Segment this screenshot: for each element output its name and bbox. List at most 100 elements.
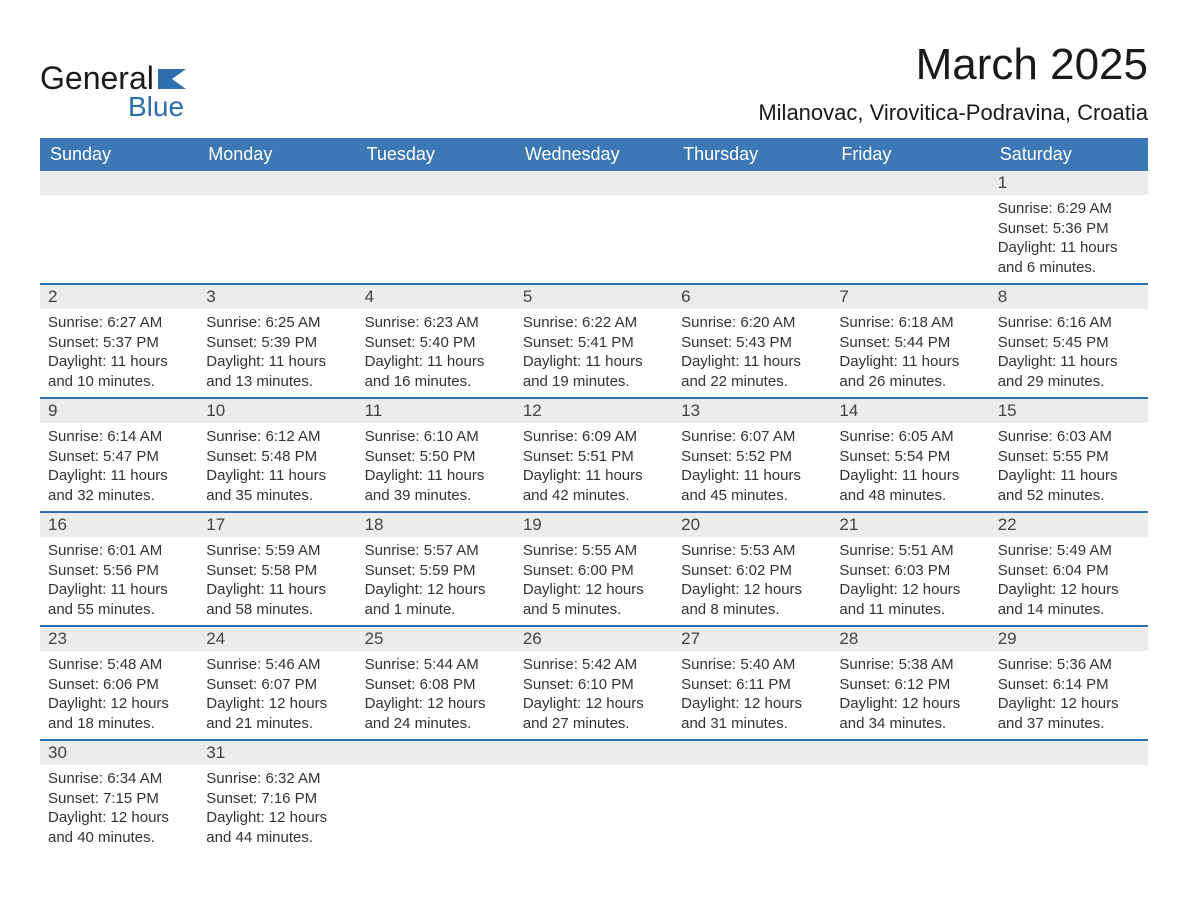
- sunrise-line: Sunrise: 6:01 AM: [48, 541, 190, 561]
- daylight-line: Daylight: 12 hours and 31 minutes.: [681, 694, 823, 733]
- day-cell: 2Sunrise: 6:27 AMSunset: 5:37 PMDaylight…: [40, 285, 198, 397]
- daylight-line: Daylight: 12 hours and 24 minutes.: [365, 694, 507, 733]
- sunset-line: Sunset: 5:40 PM: [365, 333, 507, 353]
- day-body: Sunrise: 6:32 AMSunset: 7:16 PMDaylight:…: [198, 765, 356, 853]
- date-number: 18: [357, 513, 515, 537]
- day-body: Sunrise: 5:46 AMSunset: 6:07 PMDaylight:…: [198, 651, 356, 739]
- sunset-line: Sunset: 5:48 PM: [206, 447, 348, 467]
- day-cell: 7Sunrise: 6:18 AMSunset: 5:44 PMDaylight…: [831, 285, 989, 397]
- location-text: Milanovac, Virovitica-Podravina, Croatia: [758, 100, 1148, 126]
- sunset-line: Sunset: 6:03 PM: [839, 561, 981, 581]
- date-number: [198, 171, 356, 195]
- sunset-line: Sunset: 5:36 PM: [998, 219, 1140, 239]
- sunrise-line: Sunrise: 5:48 AM: [48, 655, 190, 675]
- day-body: Sunrise: 6:23 AMSunset: 5:40 PMDaylight:…: [357, 309, 515, 397]
- daylight-line: Daylight: 12 hours and 44 minutes.: [206, 808, 348, 847]
- day-cell: 24Sunrise: 5:46 AMSunset: 6:07 PMDayligh…: [198, 627, 356, 739]
- date-number: [515, 171, 673, 195]
- day-cell: 10Sunrise: 6:12 AMSunset: 5:48 PMDayligh…: [198, 399, 356, 511]
- daylight-line: Daylight: 11 hours and 39 minutes.: [365, 466, 507, 505]
- sunrise-line: Sunrise: 6:25 AM: [206, 313, 348, 333]
- date-number: 4: [357, 285, 515, 309]
- daylight-line: Daylight: 12 hours and 8 minutes.: [681, 580, 823, 619]
- sunset-line: Sunset: 5:51 PM: [523, 447, 665, 467]
- sunset-line: Sunset: 6:10 PM: [523, 675, 665, 695]
- day-cell: 19Sunrise: 5:55 AMSunset: 6:00 PMDayligh…: [515, 513, 673, 625]
- day-cell: 1Sunrise: 6:29 AMSunset: 5:36 PMDaylight…: [990, 171, 1148, 283]
- sunrise-line: Sunrise: 6:20 AM: [681, 313, 823, 333]
- date-number: [357, 741, 515, 765]
- daylight-line: Daylight: 11 hours and 52 minutes.: [998, 466, 1140, 505]
- date-number: [515, 741, 673, 765]
- daylight-line: Daylight: 11 hours and 22 minutes.: [681, 352, 823, 391]
- sunset-line: Sunset: 6:00 PM: [523, 561, 665, 581]
- title-block: March 2025 Milanovac, Virovitica-Podravi…: [758, 40, 1148, 126]
- day-cell: 9Sunrise: 6:14 AMSunset: 5:47 PMDaylight…: [40, 399, 198, 511]
- sunrise-line: Sunrise: 6:32 AM: [206, 769, 348, 789]
- sunset-line: Sunset: 6:08 PM: [365, 675, 507, 695]
- sunrise-line: Sunrise: 6:22 AM: [523, 313, 665, 333]
- day-body: Sunrise: 6:09 AMSunset: 5:51 PMDaylight:…: [515, 423, 673, 511]
- day-body: Sunrise: 5:55 AMSunset: 6:00 PMDaylight:…: [515, 537, 673, 625]
- day-cell: 30Sunrise: 6:34 AMSunset: 7:15 PMDayligh…: [40, 741, 198, 853]
- date-number: 9: [40, 399, 198, 423]
- sunrise-line: Sunrise: 6:09 AM: [523, 427, 665, 447]
- day-body: Sunrise: 5:57 AMSunset: 5:59 PMDaylight:…: [357, 537, 515, 625]
- sunset-line: Sunset: 6:07 PM: [206, 675, 348, 695]
- daylight-line: Daylight: 11 hours and 48 minutes.: [839, 466, 981, 505]
- day-body: Sunrise: 6:20 AMSunset: 5:43 PMDaylight:…: [673, 309, 831, 397]
- daylight-line: Daylight: 11 hours and 6 minutes.: [998, 238, 1140, 277]
- sunrise-line: Sunrise: 6:07 AM: [681, 427, 823, 447]
- daylight-line: Daylight: 12 hours and 5 minutes.: [523, 580, 665, 619]
- sunrise-line: Sunrise: 5:42 AM: [523, 655, 665, 675]
- daylight-line: Daylight: 12 hours and 34 minutes.: [839, 694, 981, 733]
- sunset-line: Sunset: 5:43 PM: [681, 333, 823, 353]
- logo: General Blue: [40, 60, 188, 123]
- day-cell: 15Sunrise: 6:03 AMSunset: 5:55 PMDayligh…: [990, 399, 1148, 511]
- day-cell: 5Sunrise: 6:22 AMSunset: 5:41 PMDaylight…: [515, 285, 673, 397]
- daylight-line: Daylight: 11 hours and 13 minutes.: [206, 352, 348, 391]
- day-body: [831, 195, 989, 205]
- week-row: 30Sunrise: 6:34 AMSunset: 7:15 PMDayligh…: [40, 741, 1148, 853]
- header: General Blue March 2025 Milanovac, Virov…: [40, 40, 1148, 126]
- day-cell: 27Sunrise: 5:40 AMSunset: 6:11 PMDayligh…: [673, 627, 831, 739]
- day-body: Sunrise: 5:44 AMSunset: 6:08 PMDaylight:…: [357, 651, 515, 739]
- day-cell: 28Sunrise: 5:38 AMSunset: 6:12 PMDayligh…: [831, 627, 989, 739]
- day-body: Sunrise: 5:40 AMSunset: 6:11 PMDaylight:…: [673, 651, 831, 739]
- date-number: 31: [198, 741, 356, 765]
- sunset-line: Sunset: 6:11 PM: [681, 675, 823, 695]
- week-row: 9Sunrise: 6:14 AMSunset: 5:47 PMDaylight…: [40, 399, 1148, 513]
- sunrise-line: Sunrise: 5:40 AM: [681, 655, 823, 675]
- day-body: Sunrise: 6:10 AMSunset: 5:50 PMDaylight:…: [357, 423, 515, 511]
- day-header: Saturday: [990, 138, 1148, 171]
- day-cell: 14Sunrise: 6:05 AMSunset: 5:54 PMDayligh…: [831, 399, 989, 511]
- day-cell: 6Sunrise: 6:20 AMSunset: 5:43 PMDaylight…: [673, 285, 831, 397]
- daylight-line: Daylight: 11 hours and 45 minutes.: [681, 466, 823, 505]
- sunset-line: Sunset: 5:47 PM: [48, 447, 190, 467]
- daylight-line: Daylight: 12 hours and 18 minutes.: [48, 694, 190, 733]
- day-cell: [831, 171, 989, 283]
- sunrise-line: Sunrise: 6:29 AM: [998, 199, 1140, 219]
- sunrise-line: Sunrise: 6:12 AM: [206, 427, 348, 447]
- sunset-line: Sunset: 5:55 PM: [998, 447, 1140, 467]
- day-cell: [198, 171, 356, 283]
- day-body: Sunrise: 6:05 AMSunset: 5:54 PMDaylight:…: [831, 423, 989, 511]
- day-header: Monday: [198, 138, 356, 171]
- day-cell: 20Sunrise: 5:53 AMSunset: 6:02 PMDayligh…: [673, 513, 831, 625]
- day-body: Sunrise: 6:34 AMSunset: 7:15 PMDaylight:…: [40, 765, 198, 853]
- sunset-line: Sunset: 5:56 PM: [48, 561, 190, 581]
- day-body: Sunrise: 5:38 AMSunset: 6:12 PMDaylight:…: [831, 651, 989, 739]
- day-body: [515, 195, 673, 205]
- day-cell: [990, 741, 1148, 853]
- day-body: Sunrise: 6:12 AMSunset: 5:48 PMDaylight:…: [198, 423, 356, 511]
- day-cell: [673, 741, 831, 853]
- date-number: 5: [515, 285, 673, 309]
- daylight-line: Daylight: 11 hours and 29 minutes.: [998, 352, 1140, 391]
- day-body: Sunrise: 5:36 AMSunset: 6:14 PMDaylight:…: [990, 651, 1148, 739]
- sunrise-line: Sunrise: 5:59 AM: [206, 541, 348, 561]
- sunrise-line: Sunrise: 5:57 AM: [365, 541, 507, 561]
- sunset-line: Sunset: 5:45 PM: [998, 333, 1140, 353]
- daylight-line: Daylight: 11 hours and 26 minutes.: [839, 352, 981, 391]
- sunset-line: Sunset: 7:15 PM: [48, 789, 190, 809]
- date-number: [831, 171, 989, 195]
